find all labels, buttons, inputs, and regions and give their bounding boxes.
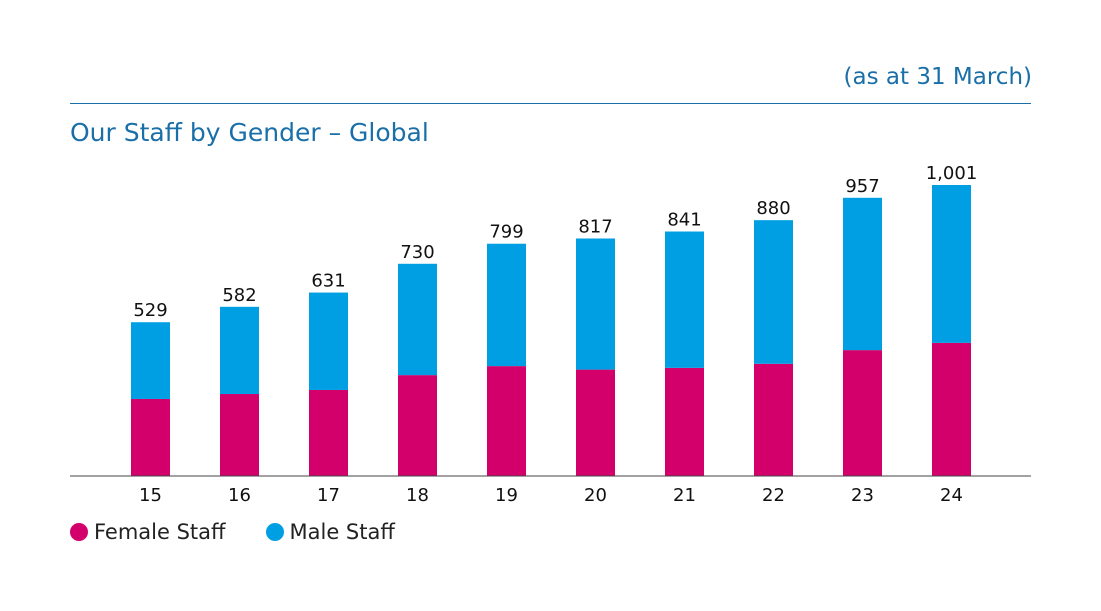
bar-male-16 (220, 306, 259, 395)
bar-male-17 (309, 292, 348, 390)
labels-group: 529 15 582 16 631 17 730 18 799 19 817 20 841 21 880 22… (133, 163, 977, 506)
x-tick-label-19: 19 (495, 485, 518, 506)
bar-female-20 (576, 369, 615, 476)
bar-male-15 (131, 322, 170, 399)
legend-swatch-female (70, 523, 88, 541)
legend-item-male: Male Staff (265, 520, 395, 544)
bar-female-15 (131, 398, 170, 476)
total-label-22: 880 (756, 198, 790, 219)
x-tick-label-15: 15 (139, 485, 162, 506)
x-tick-label-23: 23 (851, 485, 874, 506)
bar-female-21 (665, 367, 704, 476)
bar-female-22 (754, 363, 793, 476)
legend: Female Staff Male Staff (70, 520, 435, 544)
total-label-20: 817 (578, 216, 612, 237)
legend-label-male: Male Staff (289, 520, 395, 544)
x-tick-label-22: 22 (762, 485, 785, 506)
total-label-23: 957 (845, 176, 879, 197)
bar-female-19 (487, 366, 526, 476)
bars-group (131, 185, 971, 476)
total-label-19: 799 (489, 222, 523, 243)
x-tick-label-17: 17 (317, 485, 340, 506)
bar-female-16 (220, 394, 259, 476)
bar-female-18 (398, 375, 437, 476)
legend-item-female: Female Staff (70, 520, 226, 544)
bar-female-23 (843, 350, 882, 476)
bar-male-20 (576, 238, 615, 370)
total-label-21: 841 (667, 210, 701, 231)
x-tick-label-20: 20 (584, 485, 607, 506)
date-note: (as at 31 March) (843, 64, 1032, 90)
header-rule (70, 103, 1031, 104)
x-tick-label-16: 16 (228, 485, 251, 506)
x-tick-label-18: 18 (406, 485, 429, 506)
legend-swatch-male (265, 523, 284, 541)
total-label-15: 529 (133, 300, 167, 321)
bar-male-19 (487, 243, 526, 367)
total-label-16: 582 (222, 285, 256, 306)
chart-title: Our Staff by Gender – Global (70, 118, 429, 147)
x-tick-label-21: 21 (673, 485, 696, 506)
bar-female-17 (309, 389, 348, 476)
x-tick-label-24: 24 (940, 485, 963, 506)
bar-male-21 (665, 231, 704, 368)
bar-female-24 (932, 342, 971, 476)
bar-male-18 (398, 263, 437, 376)
bar-male-22 (754, 220, 793, 364)
bar-male-23 (843, 197, 882, 351)
total-label-17: 631 (311, 271, 345, 292)
total-label-18: 730 (400, 242, 434, 263)
total-label-24: 1,001 (926, 163, 978, 184)
bar-male-24 (932, 185, 971, 343)
legend-label-female: Female Staff (94, 520, 226, 544)
